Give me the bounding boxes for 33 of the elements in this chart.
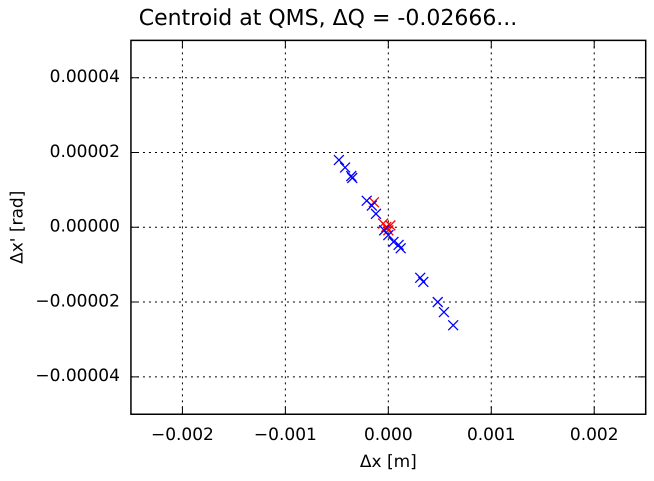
x-axis-title: Δx [m] [360,452,417,472]
y-tick-label: −0.00002 [35,291,120,312]
point [380,221,392,233]
y-tick-label: 0.00004 [50,67,120,88]
y-tick-label: 0.00002 [50,142,120,162]
point [361,195,372,206]
point [378,224,390,236]
point [418,276,429,288]
point [370,208,382,220]
point [388,236,400,248]
y-tick-label: 0.00000 [50,216,120,237]
point [378,218,389,230]
point [393,239,404,250]
point [414,272,426,284]
point [382,230,394,241]
point [368,196,380,208]
y-tick-label: −0.00004 [35,366,120,386]
point [438,306,450,318]
chart-title: Centroid at QMS, ΔQ = -0.02666... [138,6,518,31]
point [382,224,394,236]
point [333,154,345,166]
point [432,296,444,308]
point [366,200,378,212]
x-tick-label: −0.002 [150,424,214,445]
x-tick-label: 0.001 [466,424,516,445]
x-tick-label: 0.002 [570,424,619,445]
point [339,162,351,174]
x-tick-label: −0.001 [254,424,317,445]
point [384,220,396,232]
x-tick-label: 0.000 [364,424,413,445]
point [395,242,406,254]
y-axis-title: Δx' [rad] [8,190,28,264]
point [448,320,459,331]
